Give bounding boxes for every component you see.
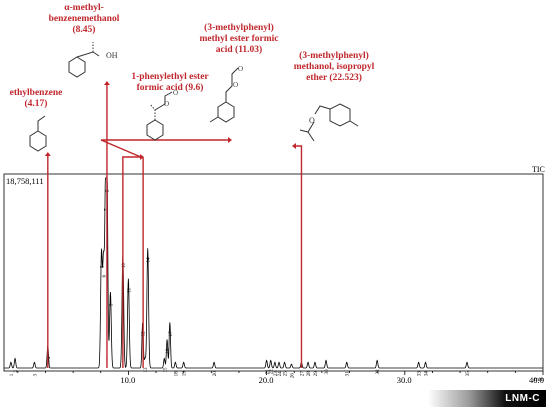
label-line: (3-methylphenyl) [204, 23, 274, 33]
carbonyl-o-atom: O [238, 65, 243, 73]
peak-label: 34 [425, 371, 430, 377]
peak-label: 35 [466, 371, 471, 377]
peak-label: 8 [106, 189, 111, 192]
peak-label: 4 [47, 356, 52, 359]
peak-label: 19 [183, 371, 188, 377]
peak-label: 1 [10, 373, 15, 376]
trace-name-label: TIC [532, 165, 545, 174]
peak-label: 6 [103, 275, 108, 278]
peak-label: 17 [169, 331, 174, 337]
peak-label: 11 [127, 287, 132, 292]
plot-frame [3, 173, 544, 372]
ether-o-atom: O [309, 116, 315, 125]
arrowhead-ethylbenzene [44, 152, 51, 156]
carbonyl-o-atom: O [173, 89, 178, 97]
x-ticks: 10.0 20.0 30.0 40.0 [17, 371, 544, 385]
peak-label: 18 [174, 371, 179, 377]
peak-label: 27 [300, 371, 305, 377]
peak-label: 3 [33, 373, 38, 376]
arrow-methylphenyl-ester [100, 139, 228, 368]
peak-label: 16 [166, 348, 171, 354]
label-line: 1-phenylethyl ester [131, 72, 209, 82]
ester-o-atom: O [233, 81, 238, 89]
label-phenylethyl-ester: 1-phenylethyl ester formic acid (9.6) [122, 72, 218, 94]
oh-atom: OH [106, 51, 118, 60]
peak-label: 12 [142, 331, 147, 337]
peak-label: 15 [163, 367, 168, 373]
max-intensity-label: 18,758,111 [6, 176, 44, 186]
peak-label: 33 [418, 371, 423, 377]
arrow-methylphenyl-ether [296, 145, 303, 368]
label-line: (3-methylphenyl) [299, 51, 369, 61]
label-line: α-methyl- [64, 3, 104, 13]
peak-label: 24 [278, 371, 283, 377]
ester-o-atom: O [164, 100, 169, 108]
sample-badge-label: LNM-C [505, 393, 540, 404]
label-line: ether (22.523) [306, 73, 362, 83]
peak-label: 20 [213, 371, 218, 377]
arrow-phenylethyl-ester [122, 156, 140, 368]
label-line: acid (11.03) [215, 45, 263, 55]
label-line: formic acid (9.6) [136, 83, 204, 93]
annotation-arrows [44, 81, 303, 368]
label-ethylbenzene: ethylbenzene (4.17) [4, 88, 68, 110]
label-methylphenyl-ester: (3-methylphenyl) methyl ester formic aci… [190, 23, 288, 56]
label-methylphenyl-ether: (3-methylphenyl) methanol, isopropyl eth… [282, 51, 386, 84]
arrowhead-methylphenyl-ester [228, 137, 232, 143]
ethylbenzene-structure [29, 115, 47, 152]
peak-label: 23 [274, 371, 279, 377]
methylphenyl-ester-structure: O O [209, 65, 243, 123]
peak-label: 25 [284, 371, 289, 377]
tic-trace [4, 177, 543, 369]
label-methylbenzenemethanol: α-methyl- benzenemethanol (8.45) [36, 3, 132, 36]
peak-label: 2 [14, 370, 19, 373]
x-tick-label: 20.0 [259, 375, 274, 385]
peak-label: 30 [325, 369, 330, 375]
peak-label: 31 [346, 371, 351, 377]
methylbenzenemethanol-structure: OH [68, 42, 118, 78]
peak-label: 14 [147, 257, 152, 263]
label-line: (4.17) [24, 99, 48, 109]
peak-label: 9 [109, 303, 114, 306]
label-line: methanol, isopropyl [293, 62, 375, 72]
label-line: ethylbenzene [9, 88, 63, 98]
x-tick-label: 40.0 [529, 375, 544, 385]
label-line: (8.45) [72, 25, 96, 35]
peak-label: 10 [122, 263, 127, 269]
label-line: benzenemethanol [48, 14, 120, 24]
peak-label: 29 [314, 371, 319, 377]
label-line: methyl ester formic [199, 34, 279, 44]
peak-label: 21 [266, 369, 271, 375]
peak-label: 32 [376, 369, 381, 375]
arrowhead-methylbenzenemethanol [103, 81, 110, 85]
peak-label: 28 [307, 371, 312, 377]
methylphenyl-ether-structure: O [299, 103, 359, 142]
phenylethyl-ester-structure: O O [146, 89, 178, 141]
peak-label: 13 [144, 367, 149, 373]
sample-badge [428, 390, 546, 407]
peak-label: 22 [270, 369, 275, 375]
x-tick-label: 30.0 [397, 375, 412, 385]
arrowhead-methylphenyl-ether [292, 143, 296, 149]
peak-label: 26 [290, 373, 295, 379]
peak-label: 5 [100, 265, 105, 268]
x-tick-label: 10.0 [120, 375, 135, 385]
x-unit-label: min [534, 376, 545, 383]
